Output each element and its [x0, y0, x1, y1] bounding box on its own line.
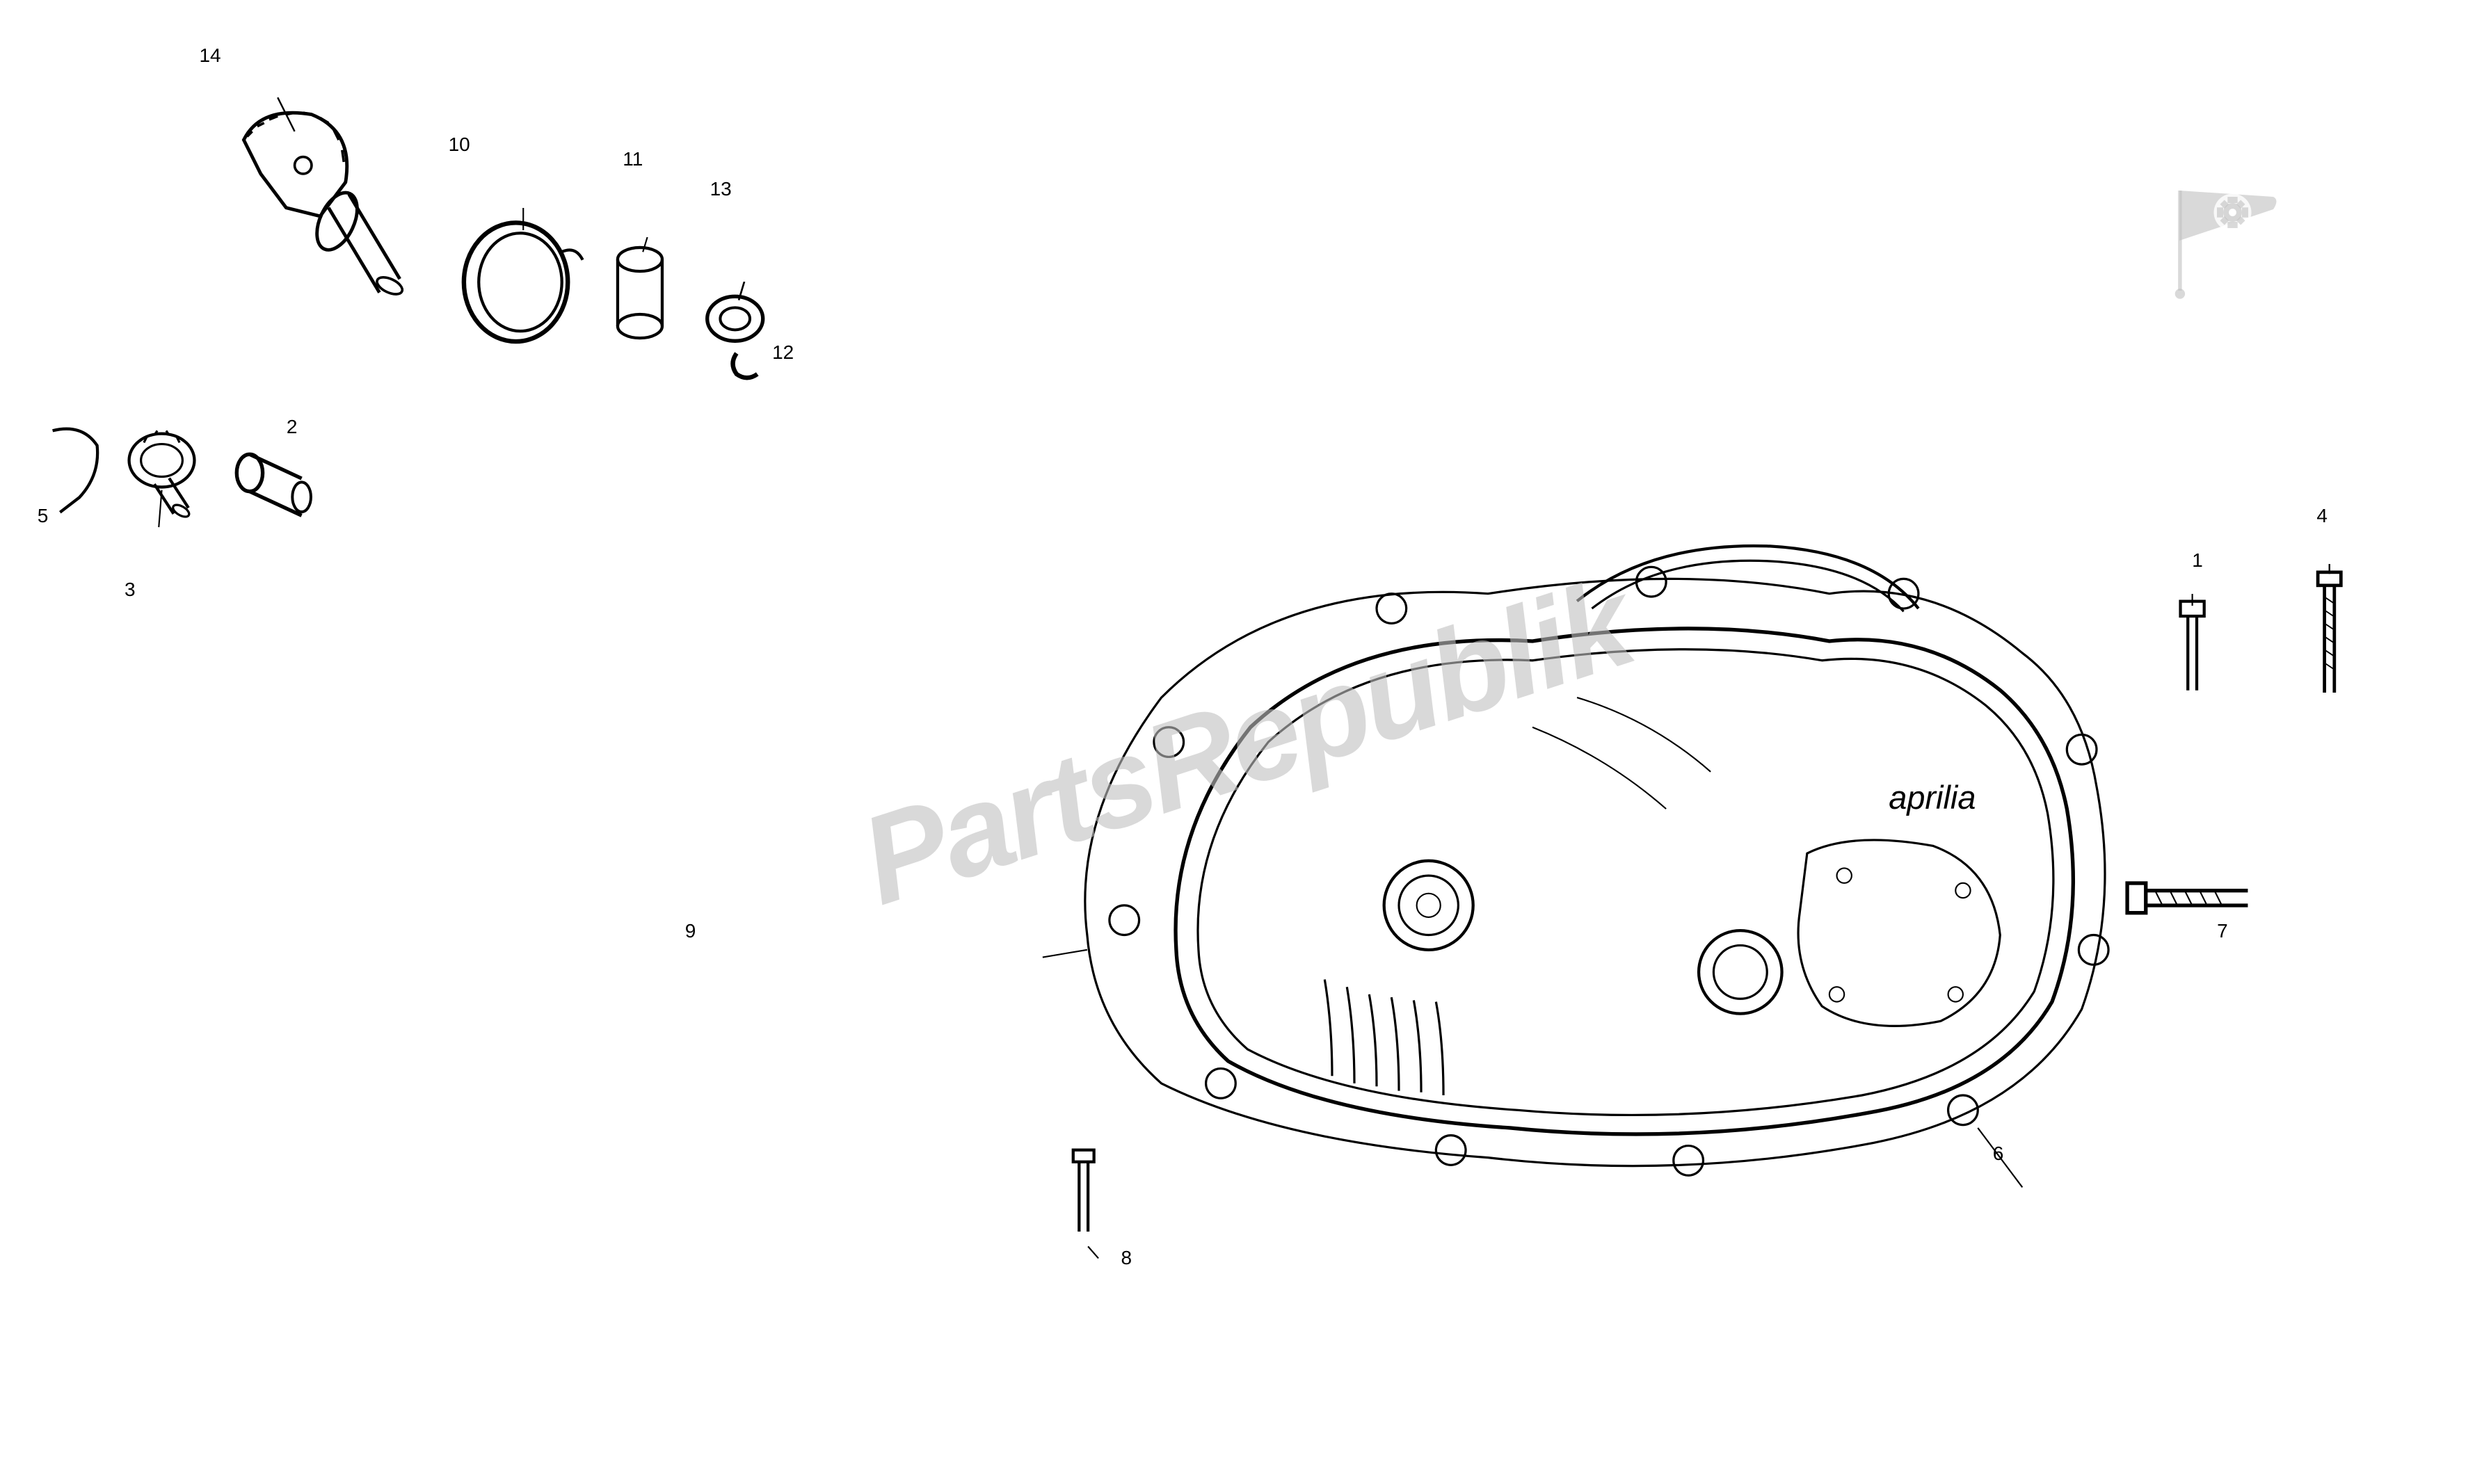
label-11: 11 [623, 148, 643, 170]
label-6: 6 [1993, 1143, 2004, 1165]
part-2-pin [224, 445, 323, 519]
part-7-bolt [2117, 861, 2267, 935]
part-11-bushing [598, 237, 697, 356]
part-1-bolt [2142, 594, 2242, 713]
brand-label: aprilia [1889, 780, 1976, 816]
label-10: 10 [449, 134, 470, 156]
label-12: 12 [772, 341, 794, 364]
part-4-bolt [2292, 564, 2366, 712]
part-8-bolt [1046, 1143, 1121, 1261]
label-4: 4 [2316, 505, 2328, 527]
label-9: 9 [685, 920, 696, 942]
label-5: 5 [38, 505, 49, 527]
label-13: 13 [710, 178, 732, 200]
gear-flag-icon [2167, 178, 2292, 303]
part-10-spring [424, 208, 623, 356]
label-1: 1 [2192, 549, 2203, 572]
label-3: 3 [125, 579, 136, 601]
label-7: 7 [2217, 920, 2228, 942]
label-2: 2 [287, 416, 298, 438]
part-14-gear-sector [175, 89, 449, 326]
parts-diagram-container: PartsRepublik [0, 0, 2491, 1484]
label-8: 8 [1121, 1247, 1132, 1269]
part-3-gear [99, 416, 224, 535]
part-12-clip [722, 341, 772, 386]
label-14: 14 [199, 45, 221, 67]
